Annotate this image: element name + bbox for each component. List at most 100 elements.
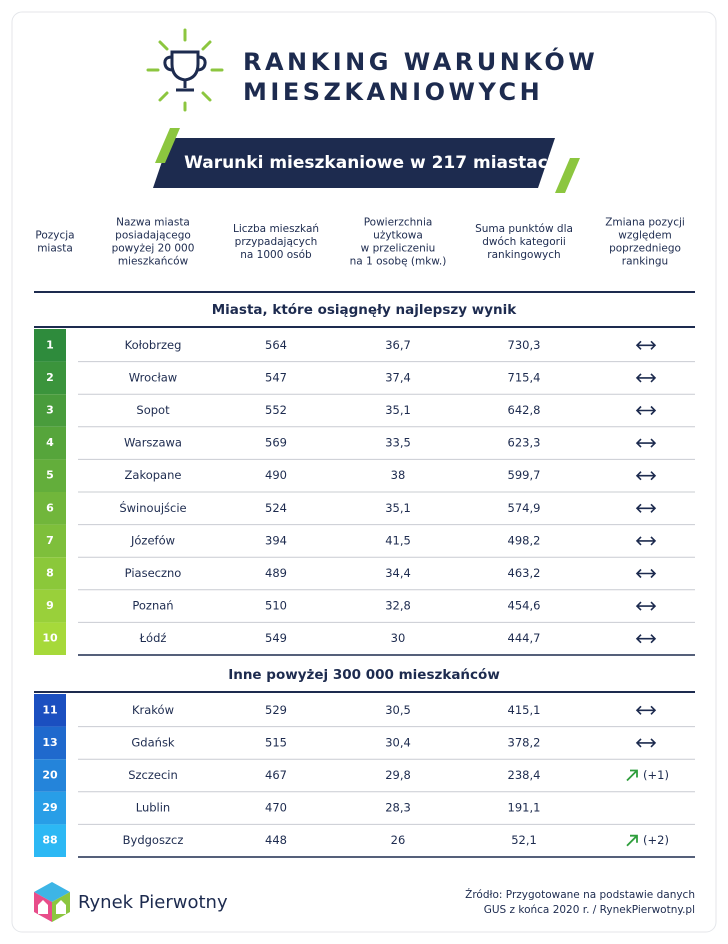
no-change-icon — [635, 705, 657, 715]
cell-residents: 510 — [265, 599, 287, 613]
column-header: użytkowa — [373, 230, 423, 242]
column-header: posiadającego — [115, 230, 191, 242]
cell-area: 30 — [391, 631, 406, 645]
arrow — [635, 568, 657, 579]
cell-residents: 547 — [265, 370, 287, 384]
column-header: dwóch kategorii — [482, 236, 566, 248]
card — [11, 11, 717, 933]
up-icon — [626, 769, 638, 782]
cell-residents: 448 — [265, 833, 287, 847]
rank: 8 — [46, 567, 54, 580]
brand: Rynek Pierwotny — [78, 892, 228, 913]
rank-cell — [34, 329, 66, 362]
rank: 9 — [46, 599, 54, 612]
no-change-icon — [635, 405, 657, 416]
column-header: przypadających — [235, 236, 318, 248]
rank-cell — [34, 694, 66, 727]
rank: 13 — [42, 736, 57, 749]
cell-residents: 394 — [265, 533, 287, 547]
column-header: rankingowych — [487, 249, 560, 261]
cell-area: 30,5 — [385, 703, 411, 717]
cell-city: Piaseczno — [125, 566, 182, 580]
rank-cell — [34, 557, 66, 590]
arrow — [635, 738, 657, 748]
change: (+2) — [643, 833, 669, 847]
cell-residents: 524 — [265, 501, 287, 515]
cell-points: 599,7 — [508, 468, 541, 482]
column-header: Zmiana pozycji — [605, 217, 685, 229]
no-change-icon — [635, 438, 657, 448]
arrow — [635, 634, 657, 644]
no-change-icon — [635, 738, 657, 748]
cell-city: Warszawa — [124, 436, 182, 450]
cell-area: 38 — [391, 468, 406, 482]
no-change-icon — [635, 634, 657, 644]
no-change-icon — [635, 340, 657, 350]
column-header: mieszkańców — [118, 256, 189, 268]
rank: 29 — [42, 801, 57, 814]
trophy-icon — [146, 28, 224, 112]
cell-city: Łódź — [139, 631, 167, 645]
cell-points: 463,2 — [508, 566, 541, 580]
cell-city: Kołobrzeg — [125, 338, 182, 352]
arrow — [635, 405, 657, 416]
rank-cell — [34, 361, 66, 395]
cell-residents: 515 — [265, 735, 287, 749]
rank: 2 — [46, 371, 54, 384]
no-change-icon — [635, 536, 657, 546]
cell-area: 35,1 — [385, 501, 411, 515]
arrow — [635, 601, 657, 611]
cell-city: Poznań — [132, 599, 173, 613]
no-change-icon — [635, 503, 657, 513]
arrow — [635, 438, 657, 448]
arrow — [635, 705, 657, 715]
cell-points: 238,4 — [508, 768, 541, 782]
cell-residents: 470 — [265, 801, 287, 815]
cell-points: 715,4 — [508, 370, 541, 384]
rank-cell — [34, 524, 66, 558]
cell-points: 444,7 — [508, 631, 541, 645]
up-icon — [626, 834, 638, 847]
cell-points: 191,1 — [508, 801, 541, 815]
rank: 5 — [46, 469, 54, 482]
column-header: Nazwa miasta — [116, 217, 190, 229]
cell-city: Józefów — [130, 533, 175, 547]
rank-cell — [34, 426, 66, 460]
cell-points: 574,9 — [508, 501, 541, 515]
rank-cell — [34, 622, 66, 655]
rank: 20 — [42, 769, 58, 782]
rank-cell — [34, 394, 66, 427]
cell-area: 35,1 — [385, 403, 411, 417]
arrow — [626, 834, 638, 847]
cell-residents: 569 — [265, 436, 287, 450]
cell-city: Gdańsk — [131, 735, 175, 749]
rank-cell — [34, 492, 66, 525]
cell-area: 30,4 — [385, 735, 411, 749]
logo — [34, 882, 70, 922]
cell-points: 642,8 — [508, 403, 541, 417]
cell-city: Sopot — [136, 403, 170, 417]
rank: 7 — [46, 534, 54, 547]
arrow — [626, 769, 638, 782]
cell-city: Świnoujście — [119, 500, 186, 515]
column-header: powyżej 20 000 — [112, 243, 195, 255]
rank: 11 — [42, 703, 57, 716]
cell-city: Kraków — [132, 703, 174, 717]
cell-city: Szczecin — [128, 768, 178, 782]
rank-cell — [34, 824, 66, 857]
source: GUS z końca 2020 r. / RynekPierwotny.pl — [484, 904, 695, 916]
cell-residents: 489 — [265, 566, 287, 580]
arrow — [635, 503, 657, 513]
trophy — [163, 50, 207, 92]
banner-accent — [555, 158, 580, 193]
source: Źródło: Przygotowane na podstawie danych — [465, 888, 695, 901]
cell-area: 33,5 — [385, 436, 411, 450]
subtitle: Warunki mieszkaniowe w 217 miastach — [184, 153, 560, 173]
arrow — [635, 340, 657, 350]
rank: 4 — [46, 436, 54, 449]
cell-city: Bydgoszcz — [123, 833, 184, 847]
section-title: Inne powyżej 300 000 mieszkańców — [228, 667, 500, 683]
title-line: RANKING WARUNKÓW — [243, 46, 598, 76]
cell-area: 29,8 — [385, 768, 411, 782]
